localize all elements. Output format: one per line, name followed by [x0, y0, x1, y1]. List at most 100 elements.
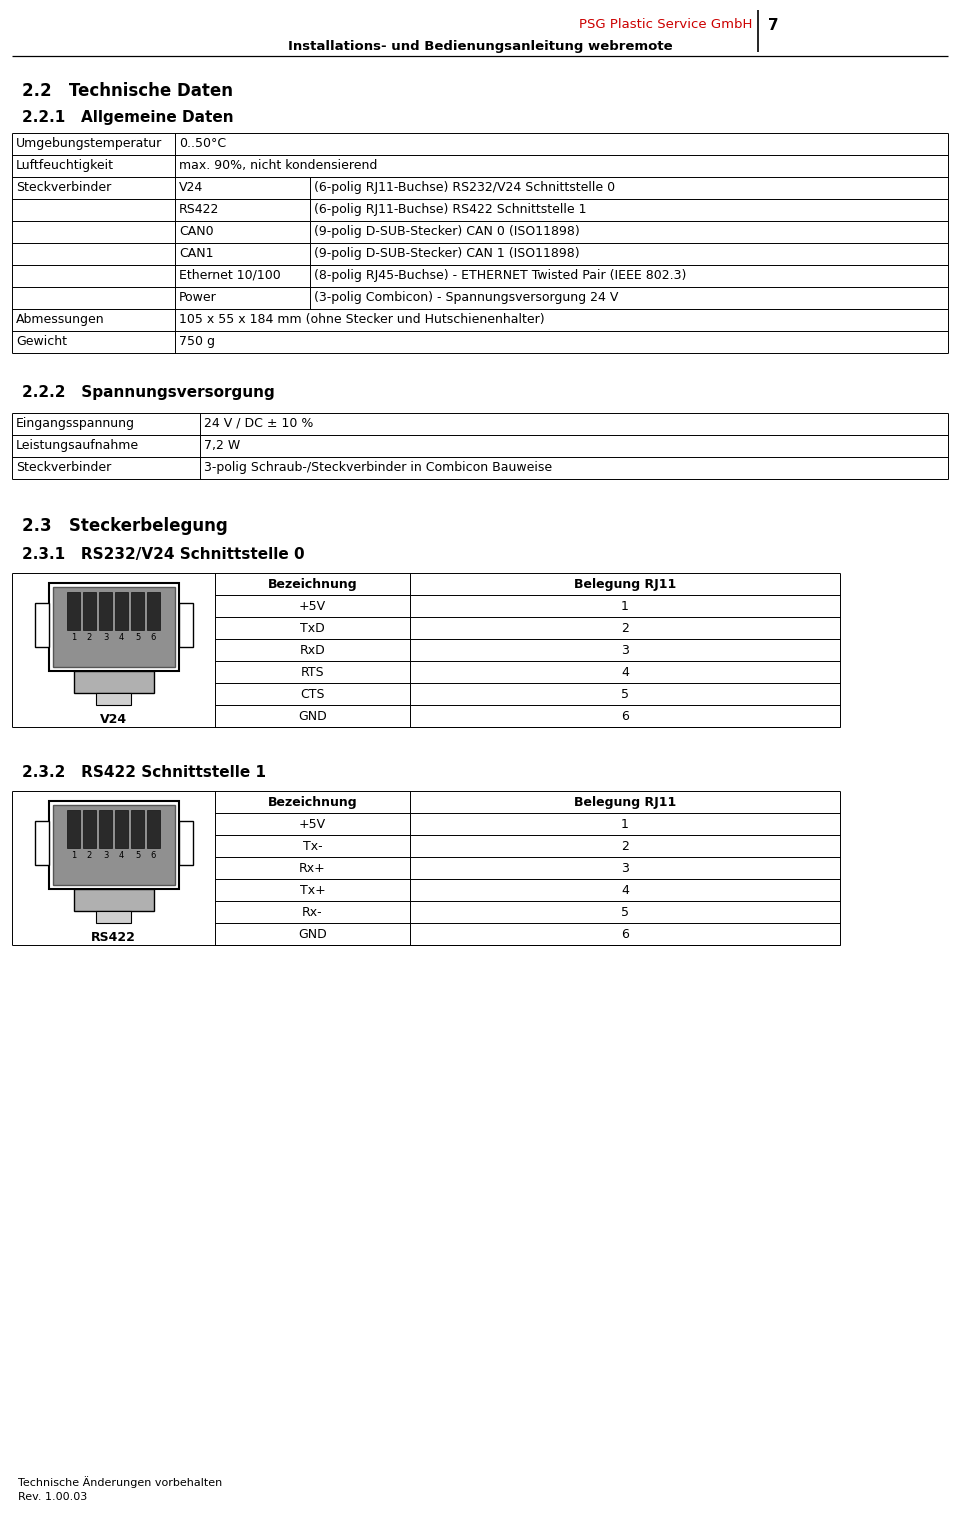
Bar — [147, 810, 160, 848]
Text: TxD: TxD — [300, 622, 324, 636]
Text: 1: 1 — [621, 601, 629, 613]
Bar — [83, 591, 96, 630]
Text: 5: 5 — [134, 633, 140, 642]
Bar — [53, 805, 175, 885]
Text: Eingangsspannung: Eingangsspannung — [16, 417, 135, 429]
Text: 24 V / DC ± 10 %: 24 V / DC ± 10 % — [204, 417, 313, 429]
Text: CAN1: CAN1 — [179, 248, 213, 260]
Bar — [53, 587, 175, 668]
Bar — [99, 591, 112, 630]
Text: 105 x 55 x 184 mm (ohne Stecker und Hutschienenhalter): 105 x 55 x 184 mm (ohne Stecker und Huts… — [179, 313, 544, 325]
Text: RxD: RxD — [300, 643, 325, 657]
Bar — [49, 584, 179, 671]
Text: GND: GND — [299, 711, 326, 723]
Bar — [131, 810, 144, 848]
Text: (6-polig RJ11-Buchse) RS232/V24 Schnittstelle 0: (6-polig RJ11-Buchse) RS232/V24 Schnitts… — [314, 180, 615, 194]
Text: 3-polig Schraub-/Steckverbinder in Combicon Bauweise: 3-polig Schraub-/Steckverbinder in Combi… — [204, 461, 552, 474]
Text: 0..50°C: 0..50°C — [179, 138, 227, 150]
Text: Installations- und Bedienungsanleitung webremote: Installations- und Bedienungsanleitung w… — [288, 40, 672, 53]
Bar — [67, 591, 80, 630]
Text: Steckverbinder: Steckverbinder — [16, 461, 111, 474]
Text: Ethernet 10/100: Ethernet 10/100 — [179, 269, 280, 283]
Text: 2: 2 — [621, 840, 629, 853]
Text: 4: 4 — [621, 666, 629, 678]
Text: Belegung RJ11: Belegung RJ11 — [574, 578, 676, 591]
Text: 2.2   Technische Daten: 2.2 Technische Daten — [22, 83, 233, 99]
Text: (6-polig RJ11-Buchse) RS422 Schnittstelle 1: (6-polig RJ11-Buchse) RS422 Schnittstell… — [314, 203, 587, 215]
Text: RTS: RTS — [300, 666, 324, 678]
Text: V24: V24 — [100, 714, 127, 726]
Text: Rev. 1.00.03: Rev. 1.00.03 — [18, 1491, 87, 1502]
Text: 2.3.2   RS422 Schnittstelle 1: 2.3.2 RS422 Schnittstelle 1 — [22, 766, 266, 779]
Bar — [99, 810, 112, 848]
Bar — [35, 604, 49, 646]
Text: 7: 7 — [768, 18, 779, 34]
Text: GND: GND — [299, 927, 326, 941]
Text: 2: 2 — [86, 851, 92, 860]
Text: 6: 6 — [151, 851, 156, 860]
Text: 7,2 W: 7,2 W — [204, 439, 240, 452]
Text: Steckverbinder: Steckverbinder — [16, 180, 111, 194]
Text: 2: 2 — [86, 633, 92, 642]
Text: 5: 5 — [621, 688, 629, 701]
Text: 750 g: 750 g — [179, 335, 215, 348]
Bar — [115, 591, 128, 630]
Text: +5V: +5V — [299, 601, 326, 613]
Text: 5: 5 — [621, 906, 629, 918]
Bar — [147, 591, 160, 630]
Bar — [53, 587, 175, 668]
Text: (9-polig D-SUB-Stecker) CAN 0 (ISO11898): (9-polig D-SUB-Stecker) CAN 0 (ISO11898) — [314, 225, 580, 238]
Text: 3: 3 — [621, 643, 629, 657]
Text: 1: 1 — [621, 817, 629, 831]
Bar — [35, 821, 49, 865]
Bar — [49, 801, 179, 889]
Text: (9-polig D-SUB-Stecker) CAN 1 (ISO11898): (9-polig D-SUB-Stecker) CAN 1 (ISO11898) — [314, 248, 580, 260]
Bar — [96, 911, 131, 923]
Text: Leistungsaufnahme: Leistungsaufnahme — [16, 439, 139, 452]
Text: CAN0: CAN0 — [179, 225, 214, 238]
Text: Gewicht: Gewicht — [16, 335, 67, 348]
Text: Abmessungen: Abmessungen — [16, 313, 105, 325]
Text: +5V: +5V — [299, 817, 326, 831]
Text: 6: 6 — [151, 633, 156, 642]
Text: Rx-: Rx- — [302, 906, 323, 918]
Bar — [179, 604, 193, 646]
Text: (8-polig RJ45-Buchse) - ETHERNET Twisted Pair (IEEE 802.3): (8-polig RJ45-Buchse) - ETHERNET Twisted… — [314, 269, 686, 283]
Text: Umgebungstemperatur: Umgebungstemperatur — [16, 138, 162, 150]
Text: max. 90%, nicht kondensierend: max. 90%, nicht kondensierend — [179, 159, 377, 173]
Text: 6: 6 — [621, 927, 629, 941]
Text: 4: 4 — [119, 633, 124, 642]
Bar — [179, 821, 193, 865]
Bar — [96, 694, 131, 704]
Text: RS422: RS422 — [179, 203, 220, 215]
Text: Rx+: Rx+ — [300, 862, 325, 876]
Text: Tx+: Tx+ — [300, 885, 325, 897]
Text: PSG Plastic Service GmbH: PSG Plastic Service GmbH — [579, 18, 752, 31]
Text: 3: 3 — [103, 633, 108, 642]
Text: 2.3.1   RS232/V24 Schnittstelle 0: 2.3.1 RS232/V24 Schnittstelle 0 — [22, 547, 304, 562]
Text: 5: 5 — [134, 851, 140, 860]
Bar — [83, 810, 96, 848]
Text: 6: 6 — [621, 711, 629, 723]
Text: 3: 3 — [103, 851, 108, 860]
Text: Bezeichnung: Bezeichnung — [268, 796, 357, 808]
Text: 4: 4 — [119, 851, 124, 860]
Text: Luftfeuchtigkeit: Luftfeuchtigkeit — [16, 159, 114, 173]
Text: 2: 2 — [621, 622, 629, 636]
Text: 2.2.1   Allgemeine Daten: 2.2.1 Allgemeine Daten — [22, 110, 233, 125]
Text: 1: 1 — [71, 851, 76, 860]
Text: 4: 4 — [621, 885, 629, 897]
Bar — [53, 805, 175, 885]
Text: 3: 3 — [621, 862, 629, 876]
Text: 2.3   Steckerbelegung: 2.3 Steckerbelegung — [22, 516, 228, 535]
Text: Belegung RJ11: Belegung RJ11 — [574, 796, 676, 808]
Text: V24: V24 — [179, 180, 204, 194]
Text: RS422: RS422 — [91, 931, 136, 944]
Text: 1: 1 — [71, 633, 76, 642]
Text: Power: Power — [179, 290, 217, 304]
Bar — [74, 889, 154, 911]
Bar — [74, 671, 154, 694]
Text: 2.2.2   Spannungsversorgung: 2.2.2 Spannungsversorgung — [22, 385, 275, 400]
Bar — [115, 810, 128, 848]
Text: Technische Änderungen vorbehalten: Technische Änderungen vorbehalten — [18, 1476, 223, 1488]
